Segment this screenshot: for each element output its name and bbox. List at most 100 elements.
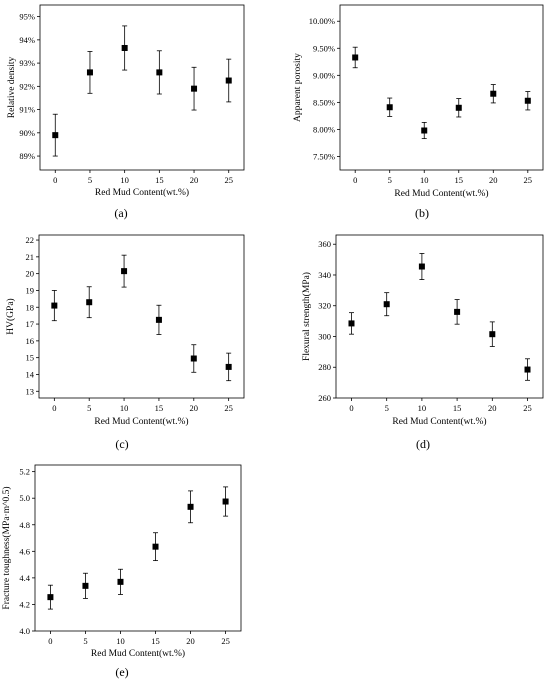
x-tick-label: 0 bbox=[349, 403, 353, 413]
plot-frame bbox=[35, 465, 241, 631]
data-point bbox=[153, 544, 159, 550]
x-tick-label: 25 bbox=[224, 175, 233, 185]
y-tick-label: 14 bbox=[26, 369, 35, 379]
y-tick-label: 280 bbox=[318, 362, 331, 372]
data-point bbox=[156, 69, 162, 75]
data-point bbox=[525, 98, 531, 104]
data-point bbox=[121, 268, 127, 274]
x-tick-label: 5 bbox=[87, 403, 91, 413]
x-tick-label: 0 bbox=[353, 175, 357, 185]
chart-panel-e: 0 5 10 15 20 25 4.0 4.2 4.4 4.6 4.8 5.0 5.2 Red Mud C… bbox=[1, 465, 241, 659]
plot-frame bbox=[39, 235, 244, 398]
data-point bbox=[86, 299, 92, 305]
x-axis-title: Red Mud Content(wt.%) bbox=[94, 416, 188, 427]
y-tick-label: 4.2 bbox=[19, 599, 30, 609]
chart-panel-c: 0 5 10 15 20 25 13 14 15 16 17 18 19 20 21 22 Red Mud Co… bbox=[5, 235, 244, 427]
y-tick-label: 4.4 bbox=[19, 573, 30, 583]
x-tick-label: 20 bbox=[489, 175, 498, 185]
data-point bbox=[456, 105, 462, 111]
x-tick-label: 10 bbox=[420, 175, 429, 185]
y-tick-label: 92% bbox=[19, 81, 35, 91]
y-tick-label: 7.50% bbox=[313, 151, 335, 161]
panel-label: (c) bbox=[115, 437, 128, 451]
panel-label: (d) bbox=[416, 437, 430, 451]
x-tick-label: 10 bbox=[120, 175, 129, 185]
data-point bbox=[51, 303, 57, 309]
x-tick-label: 20 bbox=[186, 636, 195, 646]
x-tick-label: 10 bbox=[418, 403, 427, 413]
y-axis-title: Flexural strength(MPa) bbox=[301, 272, 312, 361]
x-tick-label: 25 bbox=[221, 636, 230, 646]
x-tick-label: 20 bbox=[190, 175, 199, 185]
data-point bbox=[348, 320, 354, 326]
y-tick-label: 18 bbox=[26, 302, 35, 312]
data-point bbox=[419, 264, 425, 270]
y-tick-label: 15 bbox=[26, 353, 35, 363]
y-tick-label: 19 bbox=[26, 285, 35, 295]
y-tick-label: 5.0 bbox=[19, 493, 30, 503]
y-tick-label: 300 bbox=[318, 331, 331, 341]
y-tick-label: 16 bbox=[26, 336, 35, 346]
y-tick-label: 360 bbox=[318, 239, 331, 249]
data-point bbox=[47, 594, 53, 600]
y-tick-label: 91% bbox=[19, 105, 35, 115]
y-tick-label: 94% bbox=[19, 35, 35, 45]
x-tick-label: 20 bbox=[190, 403, 199, 413]
x-tick-label: 15 bbox=[155, 175, 164, 185]
data-point bbox=[387, 104, 393, 110]
x-axis-title: Red Mud Content(wt.%) bbox=[394, 188, 488, 199]
y-tick-label: 10.00% bbox=[309, 16, 335, 26]
panel-label: (a) bbox=[114, 206, 127, 220]
chart-panel-d: 0 5 10 15 20 25 260 280 300 320 340 360 Red Mud Cont… bbox=[301, 235, 543, 427]
x-tick-label: 15 bbox=[151, 636, 160, 646]
data-point bbox=[226, 78, 232, 84]
x-tick-label: 0 bbox=[48, 636, 52, 646]
x-tick-label: 25 bbox=[224, 403, 233, 413]
x-tick-label: 15 bbox=[155, 403, 164, 413]
plot-frame bbox=[336, 235, 543, 398]
x-axis-title: Red Mud Content(wt.%) bbox=[392, 416, 486, 427]
y-tick-label: 13 bbox=[26, 386, 35, 396]
chart-panel-a: 0 5 10 15 20 25 89% 90% 91% 92% 93% 94% 95% Red Mud C… bbox=[7, 5, 244, 198]
y-axis-title: Fracture toughness(MPa·m^0.5) bbox=[1, 486, 12, 609]
x-tick-label: 20 bbox=[488, 403, 497, 413]
y-tick-label: 93% bbox=[19, 58, 35, 68]
data-point bbox=[223, 499, 229, 505]
data-point bbox=[82, 583, 88, 589]
y-tick-label: 8.50% bbox=[313, 97, 335, 107]
y-tick-label: 4.6 bbox=[19, 546, 30, 556]
x-tick-label: 25 bbox=[524, 175, 533, 185]
y-axis-title: HV(GPa) bbox=[5, 298, 16, 334]
data-point bbox=[384, 301, 390, 307]
y-tick-label: 260 bbox=[318, 393, 331, 403]
data-point bbox=[52, 132, 58, 138]
plot-frame bbox=[340, 5, 543, 170]
y-tick-label: 320 bbox=[318, 301, 331, 311]
y-tick-label: 20 bbox=[26, 269, 35, 279]
y-tick-label: 4.0 bbox=[19, 626, 30, 636]
data-point bbox=[122, 45, 128, 51]
x-tick-label: 0 bbox=[53, 175, 57, 185]
x-tick-label: 10 bbox=[116, 636, 125, 646]
x-tick-label: 0 bbox=[52, 403, 56, 413]
y-tick-label: 340 bbox=[318, 270, 331, 280]
y-axis-title: Relative density bbox=[7, 57, 17, 119]
y-tick-label: 22 bbox=[26, 235, 35, 245]
x-tick-label: 5 bbox=[388, 175, 392, 185]
x-tick-label: 5 bbox=[88, 175, 92, 185]
panel-label: (e) bbox=[115, 665, 128, 679]
data-point bbox=[421, 128, 427, 134]
y-tick-label: 90% bbox=[19, 128, 35, 138]
data-point bbox=[191, 86, 197, 92]
y-tick-label: 9.00% bbox=[313, 70, 335, 80]
x-tick-label: 10 bbox=[120, 403, 129, 413]
data-point bbox=[191, 356, 197, 362]
data-point bbox=[156, 317, 162, 323]
x-tick-label: 5 bbox=[385, 403, 389, 413]
data-point bbox=[117, 579, 123, 585]
panel-label: (b) bbox=[415, 206, 429, 220]
x-tick-label: 5 bbox=[83, 636, 87, 646]
y-tick-label: 4.8 bbox=[19, 520, 30, 530]
y-tick-label: 95% bbox=[19, 12, 35, 22]
